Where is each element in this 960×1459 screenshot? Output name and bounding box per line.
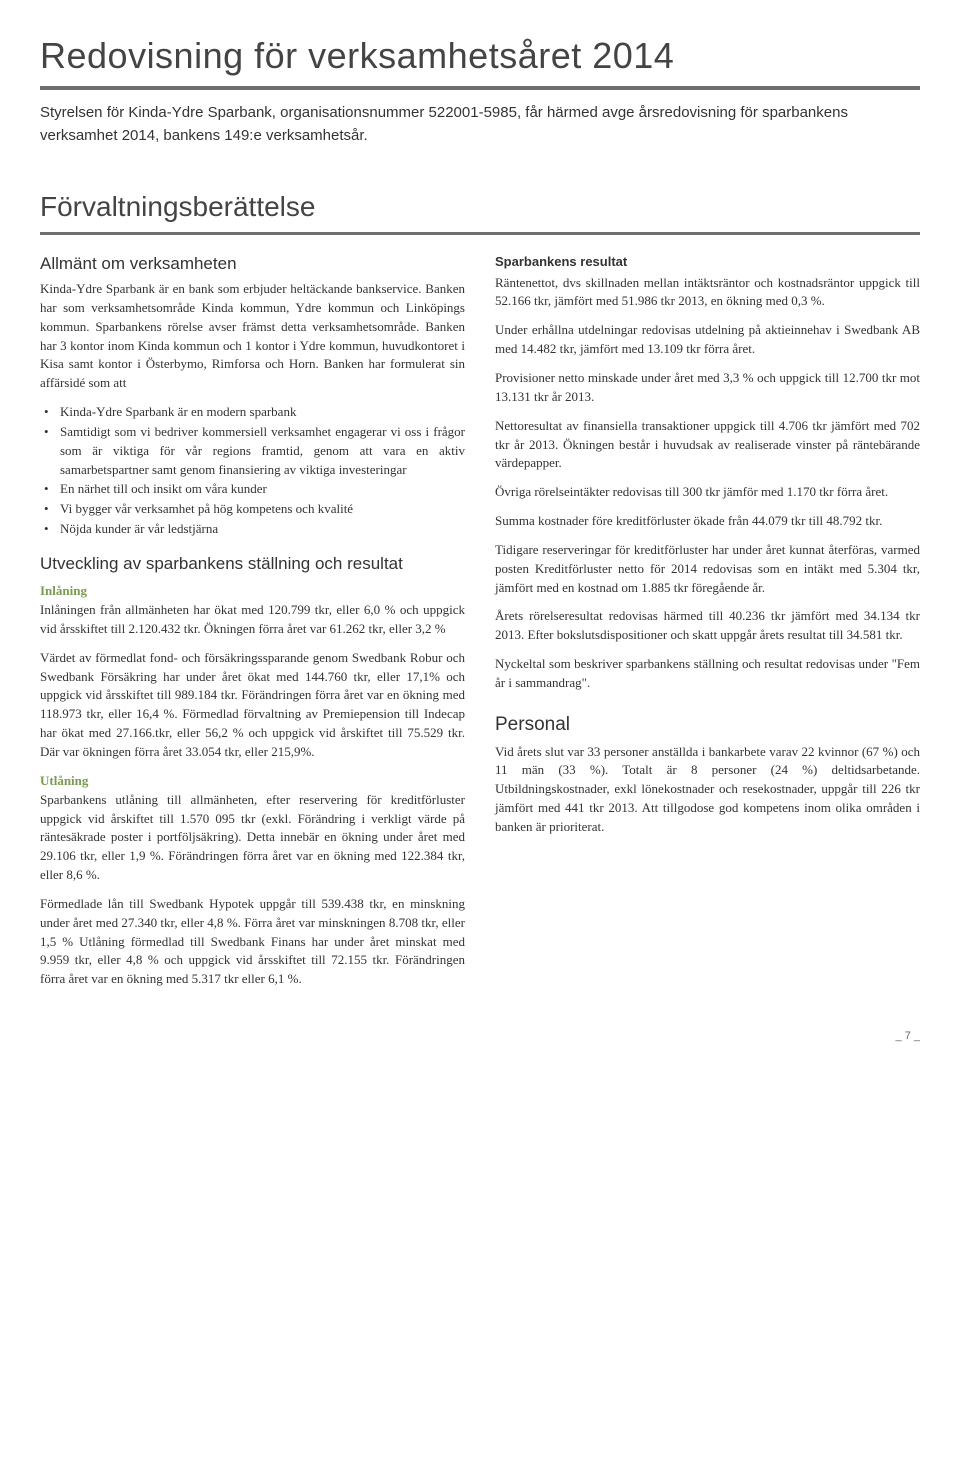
left-column: Allmänt om verksamheten Kinda-Ydre Sparb… <box>40 253 465 999</box>
right-para-3: Provisioner netto minskade under året me… <box>495 369 920 407</box>
two-column-layout: Allmänt om verksamheten Kinda-Ydre Sparb… <box>40 253 920 999</box>
right-para-8: Årets rörelseresultat redovisas härmed t… <box>495 607 920 645</box>
title-divider <box>40 86 920 90</box>
bullet-list: Kinda-Ydre Sparbank är en modern sparban… <box>40 403 465 539</box>
list-item: Samtidigt som vi bedriver kommersiell ve… <box>60 423 465 480</box>
list-item: Kinda-Ydre Sparbank är en modern sparban… <box>60 403 465 422</box>
right-para-1: Räntenettot, dvs skillnaden mellan intäk… <box>495 274 920 312</box>
right-para-2: Under erhållna utdelningar redovisas utd… <box>495 321 920 359</box>
label-resultat: Sparbankens resultat <box>495 253 920 272</box>
left-para-4: Sparbankens utlåning till allmänheten, e… <box>40 791 465 885</box>
right-para-9: Nyckeltal som beskriver sparbankens stäl… <box>495 655 920 693</box>
list-item: En närhet till och insikt om våra kunder <box>60 480 465 499</box>
list-item: Vi bygger vår verksamhet på hög kompeten… <box>60 500 465 519</box>
right-para-6: Summa kostnader före kreditförluster öka… <box>495 512 920 531</box>
right-para-4: Nettoresultat av finansiella transaktion… <box>495 417 920 474</box>
label-inlaning: Inlåning <box>40 582 465 601</box>
section-divider <box>40 232 920 235</box>
heading-utveckling: Utveckling av sparbankens ställning och … <box>40 553 465 574</box>
label-utlaning: Utlåning <box>40 772 465 791</box>
heading-allmant: Allmänt om verksamheten <box>40 253 465 274</box>
main-title: Redovisning för verksamhetsåret 2014 <box>40 30 920 82</box>
list-item: Nöjda kunder är vår ledstjärna <box>60 520 465 539</box>
page-number: _ 7 _ <box>40 1029 920 1045</box>
right-column: Sparbankens resultat Räntenettot, dvs sk… <box>495 253 920 999</box>
right-para-10: Vid årets slut var 33 personer anställda… <box>495 743 920 837</box>
heading-personal: Personal <box>495 713 920 737</box>
left-para-1: Kinda-Ydre Sparbank är en bank som erbju… <box>40 280 465 393</box>
left-para-5: Förmedlade lån till Swedbank Hypotek upp… <box>40 895 465 989</box>
left-para-3: Värdet av förmedlat fond- och försäkring… <box>40 649 465 762</box>
left-para-2: Inlåningen från allmänheten har ökat med… <box>40 601 465 639</box>
intro-text: Styrelsen för Kinda-Ydre Sparbank, organ… <box>40 102 920 147</box>
right-para-5: Övriga rörelseintäkter redovisas till 30… <box>495 483 920 502</box>
section-title: Förvaltningsberättelse <box>40 187 920 228</box>
right-para-7: Tidigare reserveringar för kreditförlust… <box>495 541 920 598</box>
